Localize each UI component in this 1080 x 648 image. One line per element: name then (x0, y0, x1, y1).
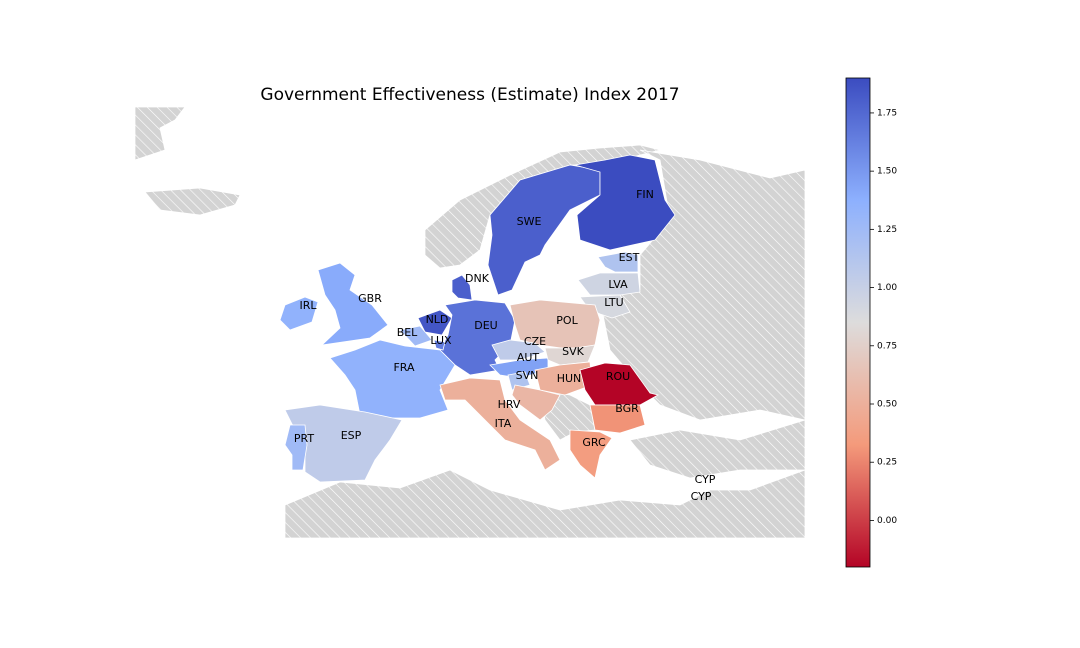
country-label: NLD (426, 313, 449, 326)
country-label: FIN (636, 188, 654, 201)
country (491, 339, 546, 361)
country-label: BGR (615, 402, 639, 415)
colorbar-tick-label: 1.25 (877, 225, 897, 235)
country-label: SWE (517, 215, 542, 228)
country (284, 424, 308, 471)
land (134, 106, 186, 161)
country-label: AUT (517, 351, 540, 364)
country (279, 296, 319, 331)
country-label: ROU (606, 370, 630, 383)
land (629, 419, 806, 479)
country (417, 309, 453, 336)
country (433, 339, 446, 351)
colorbar-tick-label: 1.50 (877, 167, 897, 177)
country (597, 251, 639, 273)
country-label: EST (619, 251, 640, 264)
country (317, 262, 389, 346)
country-label: LUX (430, 334, 452, 347)
land (284, 469, 806, 539)
country-label: LTU (604, 296, 623, 309)
country (439, 377, 561, 471)
country-label: ESP (341, 429, 362, 442)
country-label: PRT (294, 432, 314, 445)
country-label: CZE (524, 335, 546, 348)
chart-title: Government Effectiveness (Estimate) Inde… (260, 85, 679, 105)
country-label: ITA (495, 417, 512, 430)
background-land (134, 106, 806, 539)
country (569, 429, 613, 479)
country (589, 404, 646, 434)
country-label: CYP (691, 490, 712, 503)
colorbar-scale (845, 77, 871, 568)
country-label: POL (556, 314, 578, 327)
map (279, 154, 676, 483)
country-label: FRA (393, 361, 415, 374)
country (487, 164, 601, 296)
country-label: HUN (557, 372, 582, 385)
country (451, 274, 473, 301)
colorbar-tick-label: 1.00 (877, 283, 897, 293)
country-label: HRV (498, 398, 521, 411)
colorbar-tick-label: 0.25 (877, 458, 897, 468)
colorbar-tick-label: 0.50 (877, 400, 897, 410)
country (507, 371, 531, 391)
country (574, 154, 676, 251)
country-label: SVN (516, 369, 539, 382)
country-label: GRC (582, 436, 606, 449)
colorbar-tick-label: 0.75 (877, 341, 897, 351)
country (579, 362, 660, 406)
country (577, 272, 641, 296)
country-label: BEL (397, 326, 418, 339)
colorbar: 0.00 0.25 0.50 0.75 1.00 1.25 1.50 1.75 (845, 77, 897, 568)
colorbar-tick-label: 1.75 (877, 108, 897, 118)
country (399, 325, 433, 347)
labels: SWE FIN DNK NLD DEU BEL LUX GBR IRL FRA ESP PRT EST L… (294, 188, 716, 503)
country-label: IRL (299, 299, 317, 312)
country-label: SVK (562, 345, 585, 358)
country-label: DEU (474, 319, 497, 332)
colorbar-tick-label: 0.00 (877, 516, 897, 526)
country-label: DNK (465, 272, 490, 285)
country-label: CYP (695, 473, 716, 486)
land (144, 187, 241, 216)
country (511, 384, 561, 421)
country (329, 339, 456, 419)
country-label: GBR (358, 292, 382, 305)
country-label: LVA (608, 278, 628, 291)
